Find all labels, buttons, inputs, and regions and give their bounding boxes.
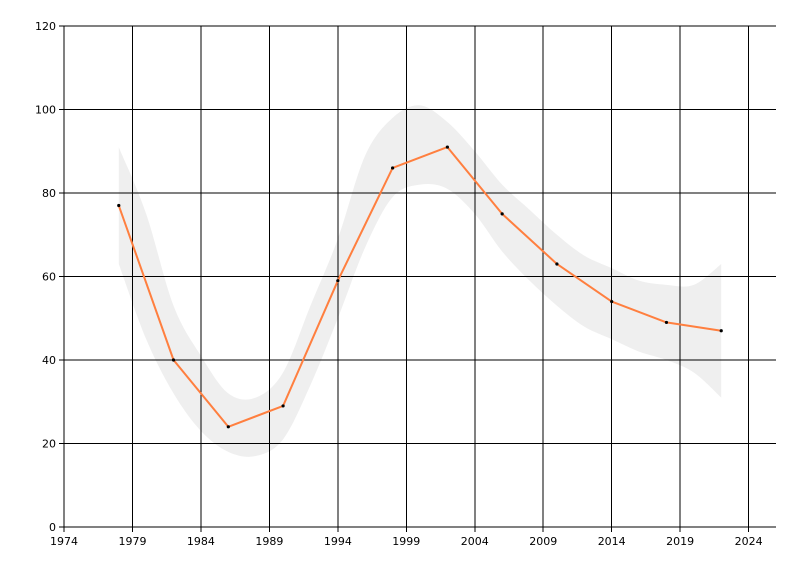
x-tick-label: 1974 <box>50 535 78 548</box>
y-tick-label: 40 <box>42 354 56 367</box>
x-tick-label: 2004 <box>461 535 489 548</box>
x-tick-label: 1979 <box>118 535 146 548</box>
x-tick-label: 1999 <box>392 535 420 548</box>
series-line <box>117 146 722 428</box>
data-point <box>226 425 230 429</box>
x-tick-label: 2009 <box>529 535 557 548</box>
data-point <box>664 320 669 325</box>
confidence-band <box>118 105 722 457</box>
data-point <box>555 262 559 266</box>
data-point <box>171 358 176 362</box>
data-point <box>610 299 614 304</box>
data-point <box>117 203 121 208</box>
y-tick-label: 120 <box>35 20 56 33</box>
data-point <box>336 279 340 283</box>
x-tick-label: 2014 <box>598 535 626 548</box>
x-tick-label: 2019 <box>666 535 694 548</box>
x-tick-label: 1984 <box>187 535 215 548</box>
data-point <box>500 212 504 216</box>
x-tick-label: 1989 <box>255 535 283 548</box>
y-tick-label: 60 <box>42 271 56 284</box>
data-point <box>391 166 395 170</box>
data-point <box>445 145 449 149</box>
x-tick-label: 1994 <box>324 535 352 548</box>
y-tick-label: 80 <box>42 187 56 200</box>
y-tick-label: 100 <box>35 104 56 117</box>
data-point <box>719 329 723 333</box>
y-tick-label: 0 <box>49 521 56 534</box>
x-tick-label: 2024 <box>735 535 763 548</box>
y-tick-label: 20 <box>42 438 56 451</box>
data-point <box>281 404 285 408</box>
